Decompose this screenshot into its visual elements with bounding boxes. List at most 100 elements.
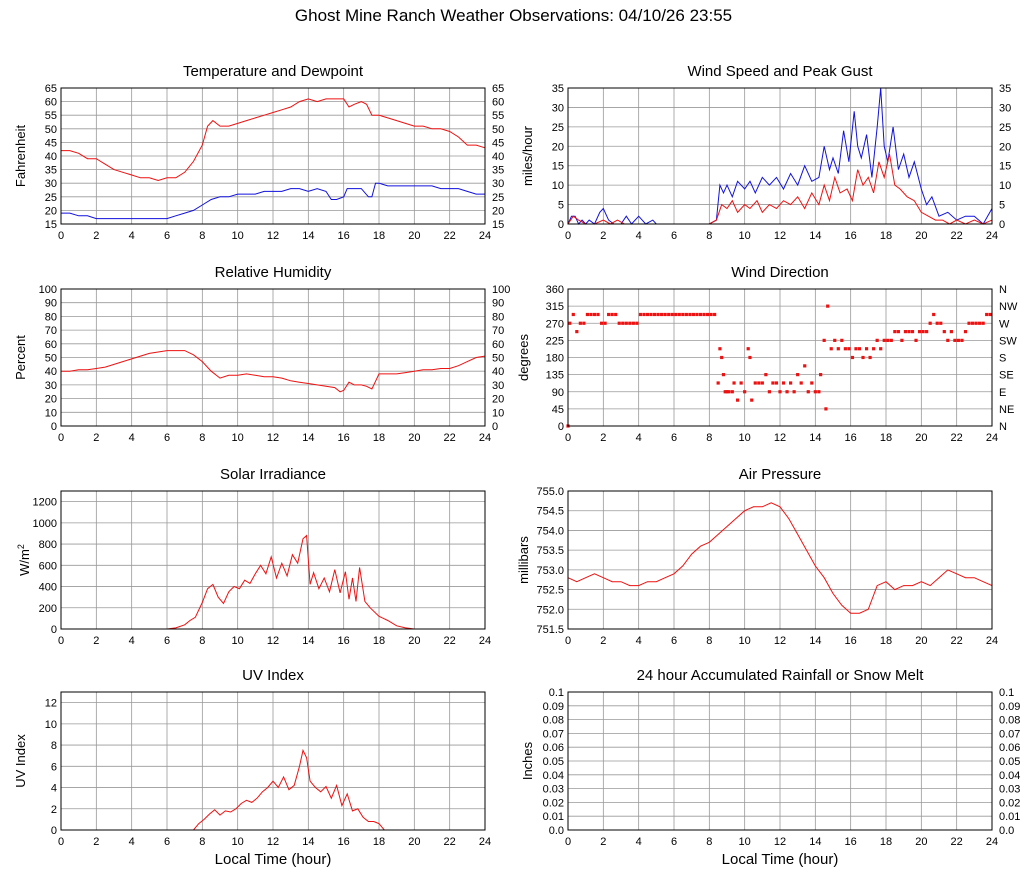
y-tick-label: 0 [51, 421, 57, 433]
x-tick-label: 22 [444, 230, 456, 242]
data-point [900, 338, 904, 342]
data-point [743, 390, 747, 394]
x-tick-label: 22 [444, 836, 456, 848]
data-point [810, 381, 814, 385]
x-tick-label: 20 [408, 230, 420, 242]
plot-frame [567, 288, 993, 427]
y-tick-label-right: 0.07 [999, 728, 1020, 740]
y-tick-label-right: NW [999, 301, 1018, 313]
data-point [695, 312, 699, 317]
data-point [843, 347, 847, 351]
data-point [970, 321, 975, 325]
data-point [688, 312, 692, 317]
data-point [879, 347, 883, 351]
y-tick-label: 80 [45, 311, 57, 323]
y-tick-label: 40 [45, 151, 57, 163]
y-tick-label: 0.09 [543, 701, 564, 713]
data-point [764, 373, 768, 377]
data-point [660, 312, 664, 317]
y-tick-label-right: 60 [492, 339, 504, 351]
data-point [939, 321, 943, 325]
data-point [889, 338, 893, 342]
data-point [582, 321, 586, 325]
y-tick-label: 752.0 [536, 604, 564, 616]
x-tick-label: 18 [880, 230, 892, 242]
x-tick-label: 2 [93, 230, 99, 242]
y-tick-label-right: W [999, 318, 1010, 330]
data-point [921, 330, 925, 334]
x-tick-label: 12 [774, 432, 786, 444]
data-point [610, 312, 614, 317]
data-point [614, 312, 618, 317]
data-point [746, 347, 750, 351]
y-tick-label-right: 0.02 [999, 797, 1020, 809]
data-point [917, 330, 922, 334]
y-tick-label-right: 30 [492, 380, 504, 392]
y-tick-label: 800 [39, 539, 57, 551]
x-tick-label: 14 [809, 432, 821, 444]
series-line [61, 182, 485, 220]
x-tick-label: 18 [373, 836, 385, 848]
y-tick-label: 6 [51, 761, 57, 773]
data-point [932, 312, 936, 317]
x-tick-label: 18 [880, 635, 892, 647]
data-point [985, 312, 989, 317]
x-tick-label: 24 [986, 635, 998, 647]
x-tick-label: 2 [600, 432, 606, 444]
y-tick-label: 10 [552, 180, 564, 192]
x-tick-label: 10 [232, 432, 244, 444]
y-tick-label-right: 90 [492, 298, 504, 310]
data-point [596, 312, 600, 317]
data-point [942, 330, 946, 334]
y-tick-label: 360 [546, 284, 564, 296]
y-tick-label-right: 100 [492, 284, 510, 296]
data-point [886, 338, 890, 342]
data-point [698, 312, 703, 317]
y-tick-label: 90 [552, 387, 564, 399]
y-tick-label-right: N [999, 284, 1007, 296]
data-point [907, 330, 911, 334]
y-axis-label: miles/hour [520, 125, 535, 186]
plot-frame [60, 288, 486, 427]
x-tick-label: 18 [880, 432, 892, 444]
x-tick-label: 20 [408, 635, 420, 647]
x-tick-label: 4 [636, 432, 642, 444]
y-tick-label: 1000 [33, 518, 57, 530]
chart-title: Relative Humidity [215, 264, 332, 281]
data-point [702, 312, 706, 317]
y-tick-label-right: 0.06 [999, 742, 1020, 754]
y-tick-label-right: 5 [999, 200, 1005, 212]
data-point [824, 407, 828, 411]
x-tick-label: 18 [373, 635, 385, 647]
page-title: Ghost Mine Ranch Weather Observations: 0… [294, 6, 733, 25]
x-tick-label: 24 [479, 230, 491, 242]
data-point [981, 321, 985, 325]
x-tick-label: 8 [706, 635, 712, 647]
y-tick-label-right: 0.1 [999, 687, 1014, 699]
y-tick-label: 315 [546, 301, 564, 313]
x-tick-label: 2 [600, 635, 606, 647]
data-point [748, 355, 752, 360]
y-tick-label: 600 [39, 560, 57, 572]
y-tick-label: 754.0 [536, 525, 564, 537]
y-tick-label-right: 70 [492, 325, 504, 337]
y-tick-label-right: 15 [999, 161, 1011, 173]
y-tick-label-right: E [999, 387, 1006, 399]
x-tick-label: 4 [636, 230, 642, 242]
y-axis-label: UV Index [13, 734, 28, 788]
data-point [677, 312, 681, 317]
plot-frame [567, 490, 993, 630]
data-point [833, 338, 837, 342]
grid [567, 288, 993, 427]
y-tick-label-right: 0 [999, 219, 1005, 231]
data-point [568, 321, 572, 325]
data-point [903, 330, 908, 334]
chart-title: UV Index [242, 667, 304, 684]
y-tick-label: 35 [552, 83, 564, 95]
data-point [705, 312, 710, 317]
plot-frame [567, 87, 993, 225]
data-point [723, 390, 727, 394]
data-point [854, 347, 858, 351]
